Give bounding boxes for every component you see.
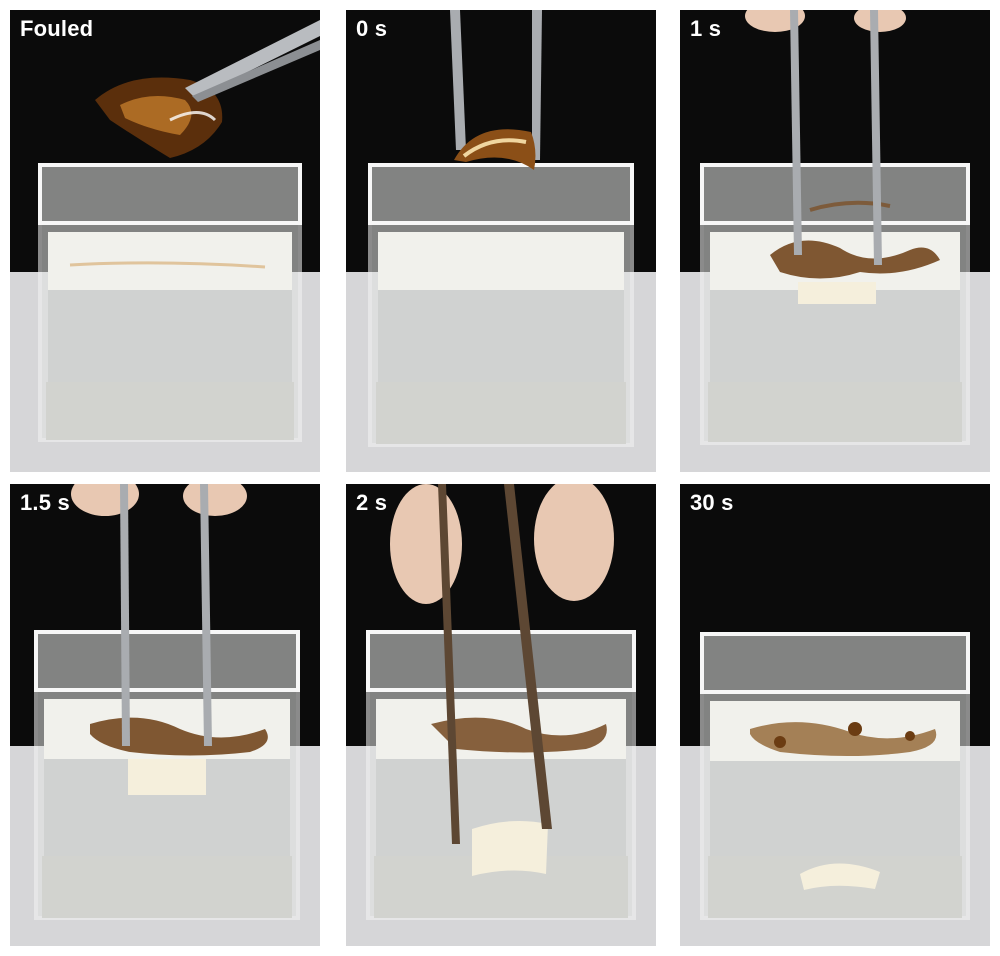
panel-label: 1.5 s bbox=[20, 490, 70, 515]
panel-label: Fouled bbox=[20, 16, 94, 41]
panel-label: 1 s bbox=[690, 16, 722, 41]
fouled-photo bbox=[10, 10, 320, 472]
panel-1.5s: 1.5 s bbox=[10, 484, 320, 946]
30s-photo bbox=[680, 484, 990, 946]
2s-photo bbox=[346, 484, 656, 946]
panel-0s: 0 s bbox=[346, 10, 656, 472]
panel-30s: 30 s bbox=[680, 484, 990, 946]
1.5s-photo bbox=[10, 484, 320, 946]
1s-photo bbox=[680, 10, 990, 472]
0s-photo bbox=[346, 10, 656, 472]
panel-label: 2 s bbox=[356, 490, 388, 515]
panel-label: 30 s bbox=[690, 490, 734, 515]
panel-1s: 1 s bbox=[680, 10, 990, 472]
panel-label: 0 s bbox=[356, 16, 388, 41]
panel-fouled: Fouled bbox=[10, 10, 320, 472]
panel-2s: 2 s bbox=[346, 484, 656, 946]
